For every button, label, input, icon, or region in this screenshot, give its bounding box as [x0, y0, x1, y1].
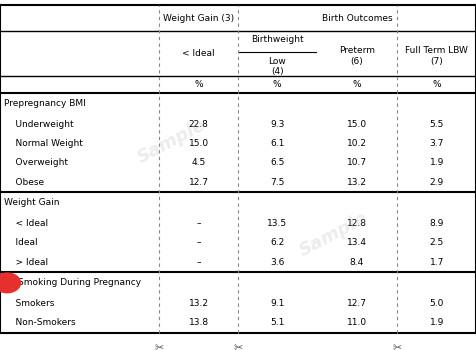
- Text: 22.8: 22.8: [189, 120, 208, 129]
- Text: %: %: [194, 80, 203, 89]
- Text: 8.9: 8.9: [429, 219, 444, 228]
- Text: Non-Smokers: Non-Smokers: [4, 318, 75, 327]
- Text: Low: Low: [268, 57, 286, 66]
- Text: %: %: [273, 80, 282, 89]
- Text: 12.7: 12.7: [188, 178, 209, 187]
- Text: 4.5: 4.5: [192, 159, 206, 167]
- Text: 2.9: 2.9: [430, 178, 444, 187]
- Text: Preterm: Preterm: [339, 46, 375, 55]
- Text: 13.2: 13.2: [188, 299, 209, 308]
- Text: 2.5: 2.5: [430, 238, 444, 247]
- Text: 11.0: 11.0: [347, 318, 367, 327]
- Text: 13.5: 13.5: [267, 219, 288, 228]
- Text: 15.0: 15.0: [347, 120, 367, 129]
- Text: 3: 3: [4, 278, 10, 287]
- Text: –: –: [197, 258, 201, 267]
- Text: Weight Gain (3): Weight Gain (3): [163, 14, 234, 23]
- Text: %: %: [432, 80, 441, 89]
- Text: 13.2: 13.2: [347, 178, 367, 187]
- Text: Full Term LBW: Full Term LBW: [405, 46, 468, 55]
- Text: Prepregnancy BMI: Prepregnancy BMI: [4, 99, 86, 108]
- Text: 5.0: 5.0: [429, 299, 444, 308]
- Text: 10.2: 10.2: [347, 139, 367, 148]
- Text: (4): (4): [271, 67, 284, 76]
- Text: 5.1: 5.1: [270, 318, 285, 327]
- Text: 6.5: 6.5: [270, 159, 285, 167]
- Text: 8.4: 8.4: [350, 258, 364, 267]
- Text: Birth Outcomes: Birth Outcomes: [322, 14, 392, 23]
- Text: 13.8: 13.8: [188, 318, 209, 327]
- Text: Smokers: Smokers: [4, 299, 54, 308]
- Text: Weight Gain: Weight Gain: [4, 198, 59, 208]
- Text: Smoking During Pregnancy: Smoking During Pregnancy: [18, 278, 141, 287]
- Text: < Ideal: < Ideal: [4, 219, 48, 228]
- Text: 1.9: 1.9: [429, 318, 444, 327]
- Text: Ideal: Ideal: [4, 238, 38, 247]
- Text: 15.0: 15.0: [188, 139, 209, 148]
- Circle shape: [0, 273, 20, 293]
- Text: Sample: Sample: [134, 116, 209, 167]
- Text: 9.3: 9.3: [270, 120, 285, 129]
- Text: 3.7: 3.7: [429, 139, 444, 148]
- Text: ✂: ✂: [155, 343, 164, 350]
- Text: 7.5: 7.5: [270, 178, 285, 187]
- Text: > Ideal: > Ideal: [4, 258, 48, 267]
- Text: Underweight: Underweight: [4, 120, 73, 129]
- Text: 1.9: 1.9: [429, 159, 444, 167]
- Text: 12.8: 12.8: [347, 219, 367, 228]
- Text: Overweight: Overweight: [4, 159, 68, 167]
- Text: Obese: Obese: [4, 178, 44, 187]
- Text: Sample: Sample: [296, 209, 371, 260]
- Text: –: –: [197, 219, 201, 228]
- Text: < Ideal: < Ideal: [182, 49, 215, 58]
- Text: 5.5: 5.5: [429, 120, 444, 129]
- Text: Normal Weight: Normal Weight: [4, 139, 83, 148]
- Text: 6.2: 6.2: [270, 238, 284, 247]
- Text: 6.1: 6.1: [270, 139, 285, 148]
- Text: (6): (6): [351, 57, 363, 66]
- Text: 1.7: 1.7: [429, 258, 444, 267]
- Text: (7): (7): [430, 57, 443, 66]
- Text: 3.6: 3.6: [270, 258, 285, 267]
- Text: ✂: ✂: [233, 343, 243, 350]
- Text: 12.7: 12.7: [347, 299, 367, 308]
- Text: 9.1: 9.1: [270, 299, 285, 308]
- Text: 13.4: 13.4: [347, 238, 367, 247]
- Text: 10.7: 10.7: [347, 159, 367, 167]
- Text: ✂: ✂: [393, 343, 402, 350]
- Text: %: %: [353, 80, 361, 89]
- Text: Birthweight: Birthweight: [251, 35, 304, 44]
- Text: –: –: [197, 238, 201, 247]
